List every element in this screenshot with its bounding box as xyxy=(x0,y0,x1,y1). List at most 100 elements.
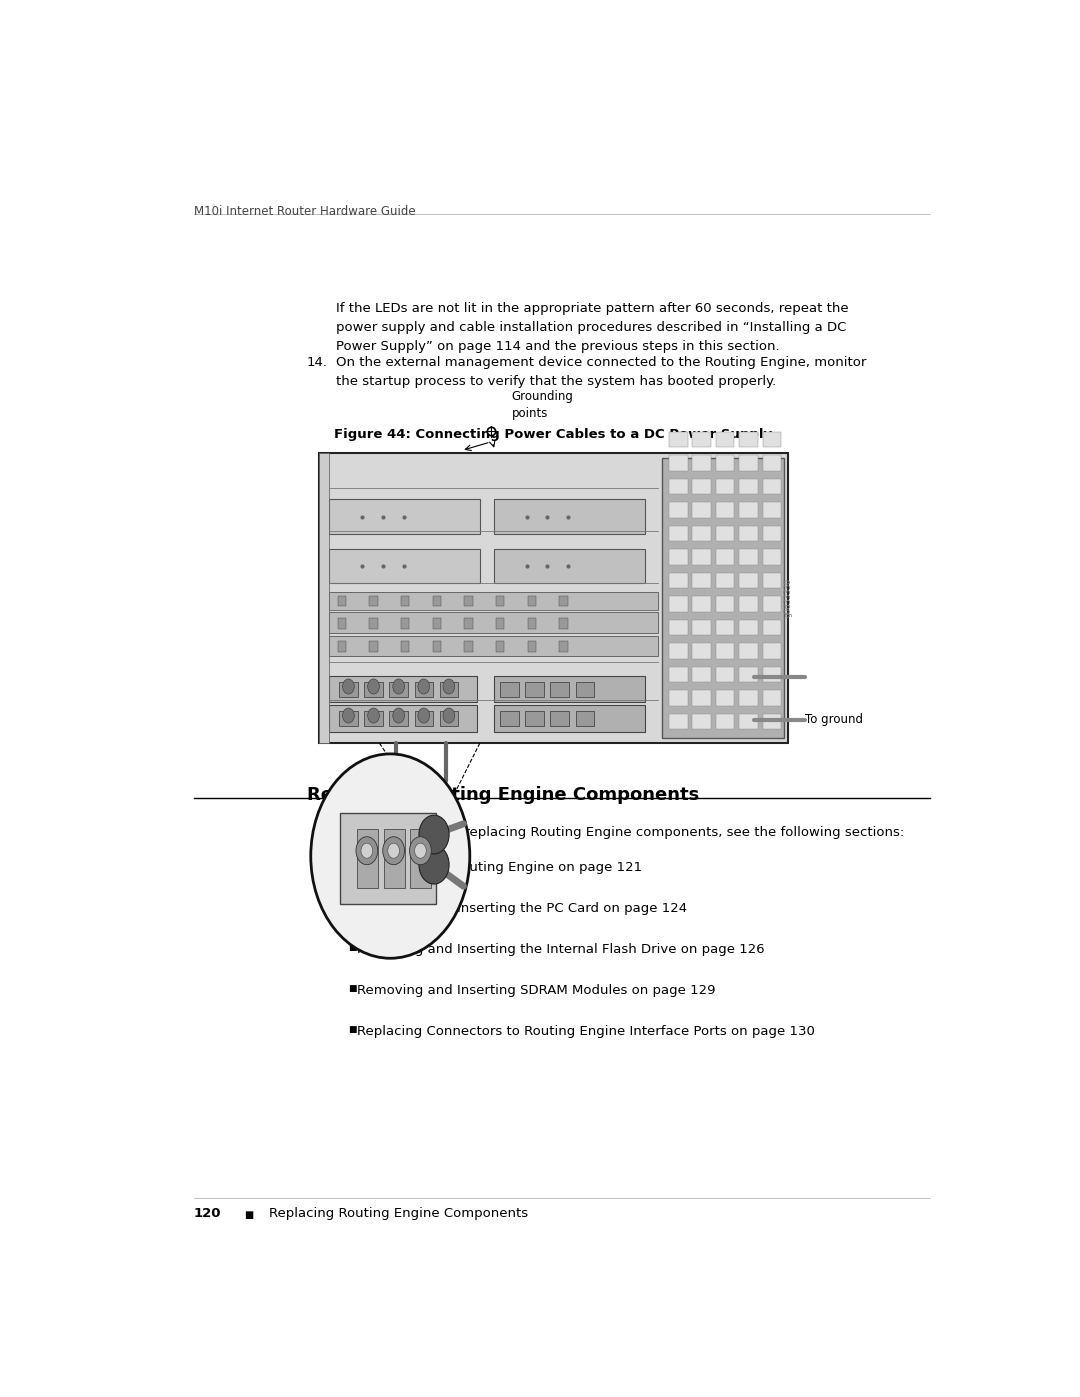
FancyBboxPatch shape xyxy=(369,617,378,629)
FancyBboxPatch shape xyxy=(762,714,781,729)
Circle shape xyxy=(311,754,470,958)
FancyBboxPatch shape xyxy=(329,705,477,732)
Circle shape xyxy=(419,816,449,854)
FancyBboxPatch shape xyxy=(576,682,594,697)
FancyBboxPatch shape xyxy=(669,620,688,636)
Circle shape xyxy=(443,679,455,694)
FancyBboxPatch shape xyxy=(692,620,711,636)
FancyBboxPatch shape xyxy=(740,573,758,588)
Text: Replacing Routing Engine Components: Replacing Routing Engine Components xyxy=(307,787,699,805)
FancyBboxPatch shape xyxy=(433,641,441,652)
FancyBboxPatch shape xyxy=(762,573,781,588)
FancyBboxPatch shape xyxy=(329,636,658,657)
FancyBboxPatch shape xyxy=(494,705,645,732)
FancyBboxPatch shape xyxy=(692,644,711,658)
Circle shape xyxy=(415,844,427,858)
FancyBboxPatch shape xyxy=(762,690,781,705)
FancyBboxPatch shape xyxy=(692,525,711,541)
FancyBboxPatch shape xyxy=(716,644,734,658)
FancyBboxPatch shape xyxy=(692,503,711,518)
FancyBboxPatch shape xyxy=(762,666,781,682)
Text: For instructions on replacing Routing Engine components, see the following secti: For instructions on replacing Routing En… xyxy=(336,826,904,840)
FancyBboxPatch shape xyxy=(716,525,734,541)
Text: RTN: RTN xyxy=(359,897,369,901)
FancyBboxPatch shape xyxy=(496,597,504,606)
FancyBboxPatch shape xyxy=(551,711,569,725)
Text: Removing and Inserting SDRAM Modules on page 129: Removing and Inserting SDRAM Modules on … xyxy=(356,983,715,997)
FancyBboxPatch shape xyxy=(494,549,645,584)
Circle shape xyxy=(342,708,354,724)
FancyBboxPatch shape xyxy=(440,711,458,725)
FancyBboxPatch shape xyxy=(716,620,734,636)
FancyBboxPatch shape xyxy=(500,682,518,697)
FancyBboxPatch shape xyxy=(740,549,758,564)
FancyBboxPatch shape xyxy=(390,682,408,697)
Text: ■: ■ xyxy=(349,862,356,870)
FancyBboxPatch shape xyxy=(528,597,536,606)
Circle shape xyxy=(367,679,379,694)
FancyBboxPatch shape xyxy=(762,479,781,495)
Circle shape xyxy=(418,679,430,694)
Text: 14.: 14. xyxy=(307,356,327,369)
Text: M10i Internet Router Hardware Guide: M10i Internet Router Hardware Guide xyxy=(193,205,415,218)
FancyBboxPatch shape xyxy=(494,499,645,534)
FancyBboxPatch shape xyxy=(339,711,357,725)
FancyBboxPatch shape xyxy=(762,455,781,471)
FancyBboxPatch shape xyxy=(716,714,734,729)
FancyBboxPatch shape xyxy=(551,682,569,697)
FancyBboxPatch shape xyxy=(415,711,433,725)
FancyBboxPatch shape xyxy=(669,549,688,564)
FancyBboxPatch shape xyxy=(329,499,481,534)
Text: ■: ■ xyxy=(349,943,356,953)
Text: ■: ■ xyxy=(244,1210,253,1220)
FancyBboxPatch shape xyxy=(740,620,758,636)
FancyBboxPatch shape xyxy=(740,503,758,518)
Circle shape xyxy=(419,845,449,884)
FancyBboxPatch shape xyxy=(692,714,711,729)
Circle shape xyxy=(356,837,378,865)
FancyBboxPatch shape xyxy=(740,666,758,682)
FancyBboxPatch shape xyxy=(329,612,658,633)
FancyBboxPatch shape xyxy=(692,479,711,495)
FancyBboxPatch shape xyxy=(433,617,441,629)
FancyBboxPatch shape xyxy=(320,453,329,743)
FancyBboxPatch shape xyxy=(716,597,734,612)
FancyBboxPatch shape xyxy=(716,503,734,518)
FancyBboxPatch shape xyxy=(369,597,378,606)
FancyBboxPatch shape xyxy=(356,830,378,888)
FancyBboxPatch shape xyxy=(401,597,409,606)
FancyBboxPatch shape xyxy=(464,641,473,652)
FancyBboxPatch shape xyxy=(762,549,781,564)
FancyBboxPatch shape xyxy=(740,597,758,612)
Text: ■: ■ xyxy=(349,1025,356,1034)
Text: Figure 44: Connecting Power Cables to a DC Power Supply: Figure 44: Connecting Power Cables to a … xyxy=(335,427,772,441)
FancyBboxPatch shape xyxy=(410,830,431,888)
FancyBboxPatch shape xyxy=(669,666,688,682)
FancyBboxPatch shape xyxy=(383,830,405,888)
Circle shape xyxy=(361,844,373,858)
FancyBboxPatch shape xyxy=(669,714,688,729)
FancyBboxPatch shape xyxy=(433,597,441,606)
FancyBboxPatch shape xyxy=(559,597,568,606)
FancyBboxPatch shape xyxy=(692,549,711,564)
FancyBboxPatch shape xyxy=(329,549,481,584)
FancyBboxPatch shape xyxy=(369,641,378,652)
FancyBboxPatch shape xyxy=(576,711,594,725)
FancyBboxPatch shape xyxy=(762,644,781,658)
FancyBboxPatch shape xyxy=(762,620,781,636)
FancyBboxPatch shape xyxy=(669,455,688,471)
FancyBboxPatch shape xyxy=(500,711,518,725)
FancyBboxPatch shape xyxy=(329,592,658,609)
FancyBboxPatch shape xyxy=(440,682,458,697)
FancyBboxPatch shape xyxy=(390,711,408,725)
FancyBboxPatch shape xyxy=(716,432,734,447)
FancyBboxPatch shape xyxy=(525,682,543,697)
FancyBboxPatch shape xyxy=(525,711,543,725)
Text: Removing and Inserting the PC Card on page 124: Removing and Inserting the PC Card on pa… xyxy=(356,902,687,915)
FancyBboxPatch shape xyxy=(740,644,758,658)
Circle shape xyxy=(342,679,354,694)
FancyBboxPatch shape xyxy=(669,525,688,541)
FancyBboxPatch shape xyxy=(528,641,536,652)
Circle shape xyxy=(418,708,430,724)
FancyBboxPatch shape xyxy=(340,813,436,904)
